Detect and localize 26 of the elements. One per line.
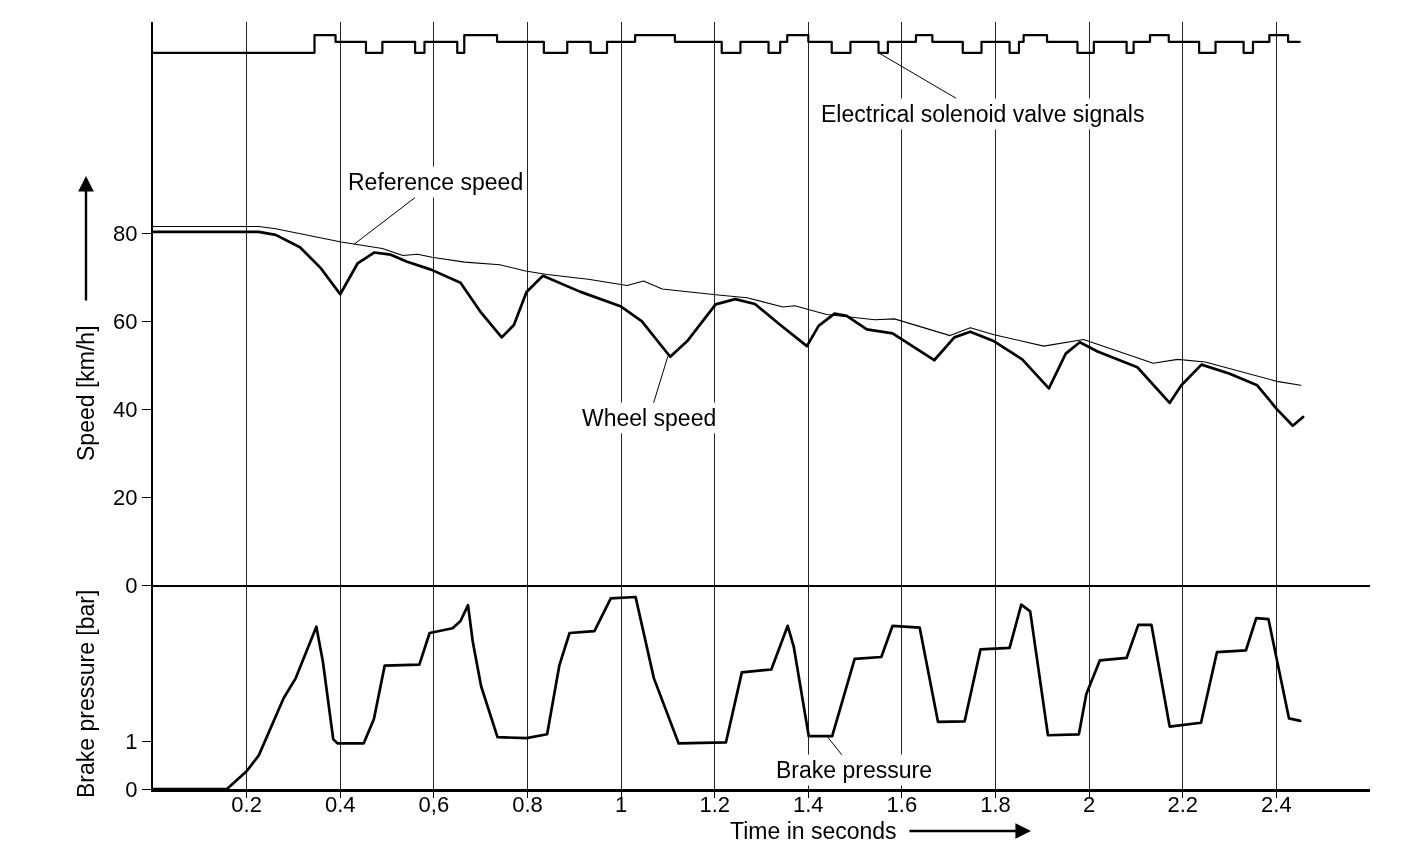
y-axis-title: Speed [km/h] xyxy=(73,325,99,461)
x-tick-label: 2.2 xyxy=(1167,792,1199,818)
y-tick-label: 1 xyxy=(125,728,138,754)
y-tick-label: 60 xyxy=(113,308,138,334)
y-tick-label: 0 xyxy=(125,776,138,802)
x-axis-title: Time in seconds xyxy=(730,818,897,844)
x-tick-label: 2 xyxy=(1083,792,1096,818)
y-axis-title: Brake pressure [bar] xyxy=(73,589,99,798)
x-tick-label: 0,6 xyxy=(418,792,450,818)
x-tick-label: 0.8 xyxy=(512,792,543,818)
x-tick-label: 1.4 xyxy=(793,792,824,818)
annotation: Brake pressure xyxy=(776,757,932,783)
x-tick-label: 1.6 xyxy=(886,792,918,818)
x-tick-label: 0.4 xyxy=(324,792,356,818)
x-tick-label: 1.2 xyxy=(699,792,730,818)
y-tick-label: 40 xyxy=(113,396,138,422)
annotation: Reference speed xyxy=(348,169,524,195)
y-tick-label: 20 xyxy=(113,484,138,510)
x-tick-label: 0.2 xyxy=(231,792,262,818)
annotation: Wheel speed xyxy=(582,405,717,431)
y-tick-label: 80 xyxy=(113,220,138,246)
x-tick-label: 1.8 xyxy=(980,792,1011,818)
x-tick-label: 2.4 xyxy=(1261,792,1292,818)
annotation: Electrical solenoid valve signals xyxy=(821,101,1145,127)
x-tick-label: 1 xyxy=(614,792,628,818)
y-tick-label: 0 xyxy=(125,572,138,598)
